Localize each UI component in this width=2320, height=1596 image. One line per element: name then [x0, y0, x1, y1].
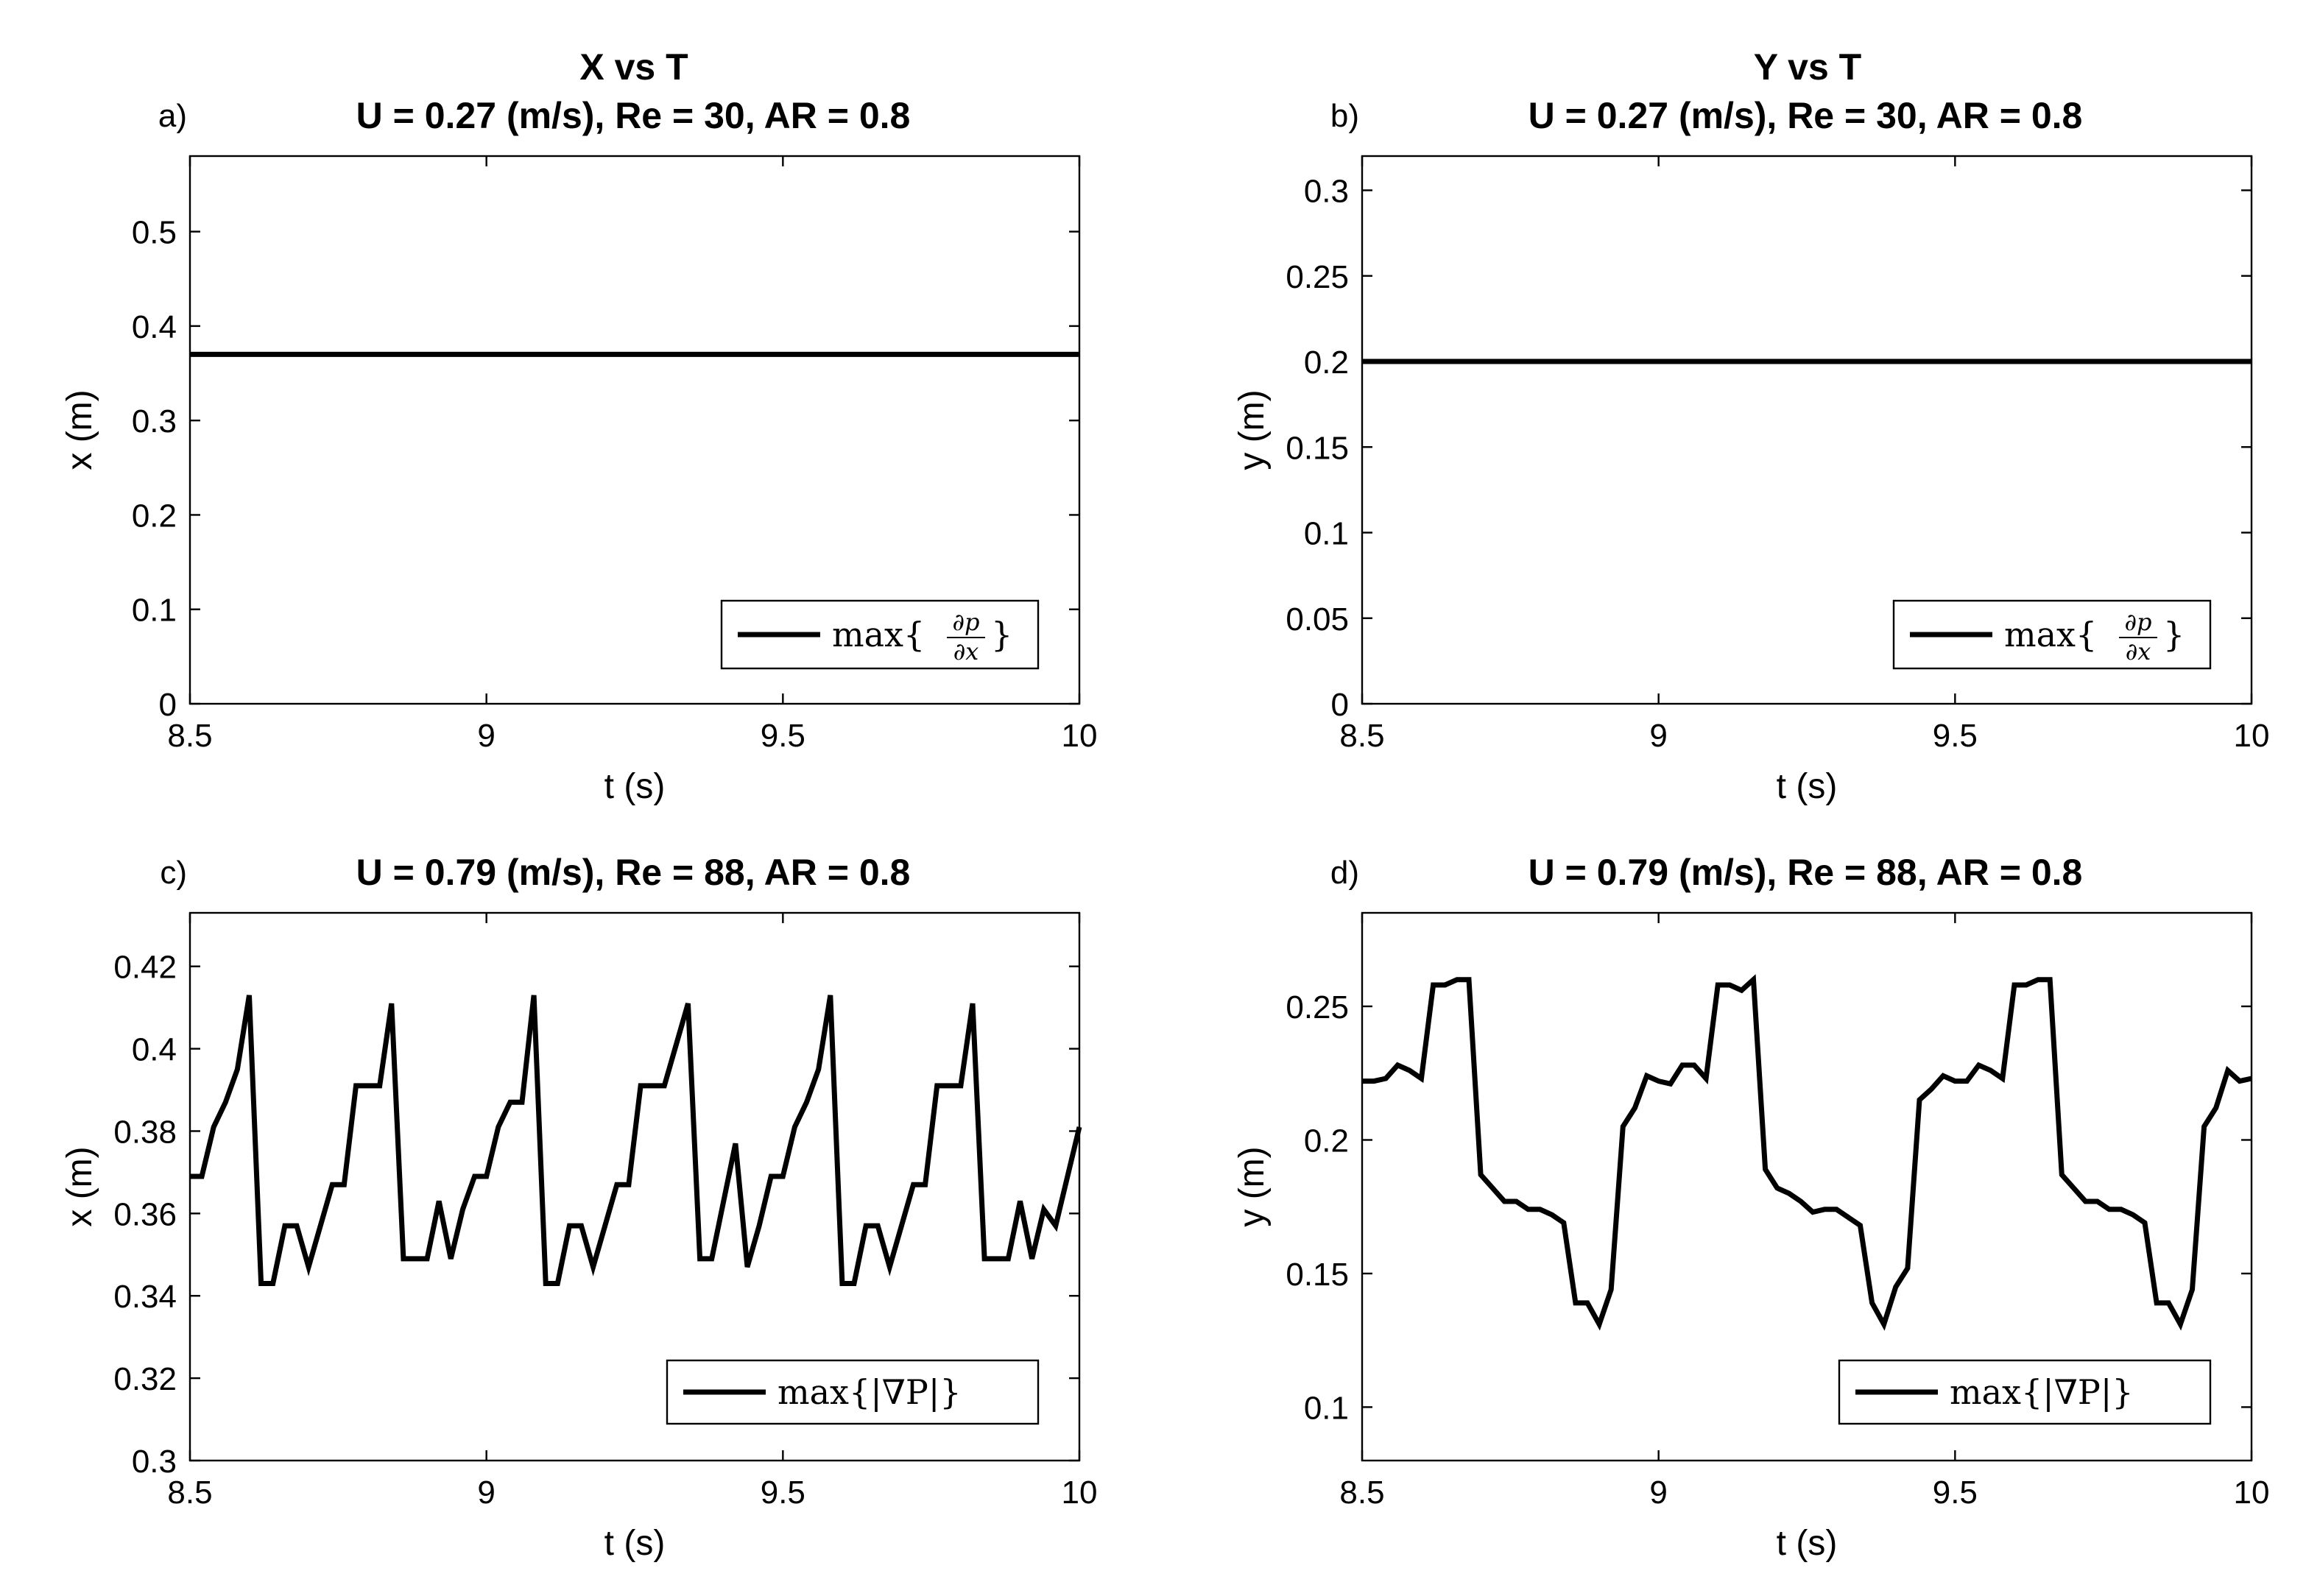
panel-0-title: U = 0.27 (m/s), Re = 30, AR = 0.8 — [356, 95, 911, 136]
panel-1-legend: max{ ∂p∂x} — [1892, 599, 2212, 670]
panel-0-x-tick-label: 9 — [477, 718, 495, 754]
panel-0-axes-box — [188, 155, 1081, 705]
panel-1-y-tick-label: 0.3 — [1304, 174, 1349, 210]
panel-2-axes-box — [188, 911, 1081, 1462]
panel-0-x-axis-label: t (s) — [604, 767, 666, 806]
panel-3-y-tick-label: 0.15 — [1286, 1257, 1349, 1293]
panel-0-x-tick-label: 10 — [1062, 718, 1098, 754]
panel-0-legend: max{ ∂p∂x} — [720, 599, 1040, 670]
panel-0-y-tick-label: 0.4 — [132, 309, 177, 345]
panel-0-y-tick-label: 0.5 — [132, 215, 177, 251]
panel-2-title: U = 0.79 (m/s), Re = 88, AR = 0.8 — [356, 852, 911, 893]
panel-3-y-tick-label: 0.1 — [1304, 1390, 1349, 1426]
panel-0-y-tick-label: 0.1 — [132, 593, 177, 629]
panel-3-x-tick-label: 10 — [2234, 1475, 2270, 1511]
panel-2-legend-label: max{|∇P|} — [778, 1372, 962, 1412]
panel-1-letter: b) — [1330, 98, 1359, 134]
column-title-y-vs-t: Y vs T — [1754, 46, 1861, 88]
panel-2-x-tick-label: 10 — [1062, 1475, 1098, 1511]
panel-0-legend-suffix: } — [991, 615, 1012, 654]
panel-2-letter: c) — [160, 855, 187, 891]
panel-2-series-line — [190, 995, 1082, 1286]
panel-1-axes-box — [1361, 155, 2253, 705]
column-title-x-vs-t: X vs T — [579, 46, 688, 88]
panel-0-x-tick-label: 8.5 — [167, 718, 212, 754]
panel-1-legend-suffix: } — [2163, 615, 2185, 654]
panel-1-x-axis-label: t (s) — [1777, 767, 1838, 806]
panel-3-axes-box — [1361, 911, 2253, 1462]
panel-1-legend-denominator: ∂x — [2126, 638, 2151, 665]
panel-0-y-tick-label: 0 — [159, 687, 177, 723]
panel-0-legend-label: max{ — [832, 615, 925, 654]
chart-panel-d: 8.5 9 9.5 10 0.1 0.15 0.2 0.25 t (s) y (m) U = 0.7… — [1233, 852, 2269, 1563]
panel-2-x-tick-label: 9 — [477, 1475, 495, 1511]
panel-3-x-tick-label: 9.5 — [1933, 1475, 1978, 1511]
panel-2-y-tick-label: 0.3 — [132, 1444, 177, 1480]
panel-1-y-tick-label: 0 — [1331, 687, 1349, 723]
chart-panel-a: 8.5 9 9.5 10 0 0.1 0.2 0.3 0.4 0.5 t (s) x (m) U = 0… — [60, 95, 1097, 806]
panel-0-legend-denominator: ∂x — [953, 638, 979, 665]
panel-2-legend: max{|∇P|} — [666, 1359, 1040, 1425]
panel-1-x-tick-label: 9 — [1649, 718, 1667, 754]
panel-1-y-tick-label: 0.25 — [1286, 259, 1349, 295]
panel-2-y-tick-label: 0.42 — [113, 950, 177, 986]
panel-3-legend-label: max{|∇P|} — [1950, 1372, 2134, 1412]
panel-0-legend-numerator: ∂p — [952, 608, 979, 636]
panel-2-x-tick-label: 9.5 — [761, 1475, 805, 1511]
panel-2-y-axis-label: x (m) — [60, 1146, 99, 1226]
panel-3-x-tick-label: 8.5 — [1339, 1475, 1384, 1511]
panel-3-y-axis-label: y (m) — [1233, 1146, 1272, 1226]
panel-1-legend-label: max{ — [2004, 615, 2097, 654]
chart-panel-c: 8.5 9 9.5 10 0.3 0.32 0.34 0.36 0.38 0.4 0.42 t (s)… — [60, 852, 1097, 1563]
panel-2-y-tick-label: 0.34 — [113, 1279, 177, 1315]
panel-2-y-tick-label: 0.32 — [113, 1361, 177, 1397]
chart-panel-b: 8.5 9 9.5 10 0 0.05 0.1 0.15 0.2 0.25 0.3 t (s) y (m… — [1233, 95, 2269, 806]
panel-3-x-axis-label: t (s) — [1777, 1524, 1838, 1563]
panel-1-x-tick-label: 10 — [2234, 718, 2270, 754]
panel-0-y-tick-label: 0.2 — [132, 498, 177, 534]
panel-3-y-tick-label: 0.25 — [1286, 989, 1349, 1025]
panel-0-y-axis-label: x (m) — [60, 389, 99, 470]
panel-3-legend: max{|∇P|} — [1838, 1359, 2212, 1425]
panel-1-y-tick-label: 0.1 — [1304, 516, 1349, 552]
panel-3-y-tick-label: 0.2 — [1304, 1123, 1349, 1159]
panel-1-x-tick-label: 9.5 — [1933, 718, 1978, 754]
panel-3-letter: d) — [1330, 855, 1359, 891]
panel-1-x-tick-label: 8.5 — [1339, 718, 1384, 754]
panel-2-x-axis-label: t (s) — [604, 1524, 666, 1563]
panel-1-y-tick-label: 0.2 — [1304, 345, 1349, 381]
panel-2-y-tick-label: 0.4 — [132, 1032, 177, 1068]
panel-0-y-tick-label: 0.3 — [132, 403, 177, 439]
panel-1-y-tick-label: 0.05 — [1286, 601, 1349, 638]
panel-3-series-line — [1362, 974, 2252, 1331]
panel-1-y-axis-label: y (m) — [1233, 389, 1272, 470]
panel-3-title: U = 0.79 (m/s), Re = 88, AR = 0.8 — [1529, 852, 2083, 893]
panel-2-y-tick-label: 0.36 — [113, 1196, 177, 1232]
panel-2-x-tick-label: 8.5 — [167, 1475, 212, 1511]
panel-1-legend-numerator: ∂p — [2124, 608, 2151, 636]
panel-2-y-tick-label: 0.38 — [113, 1114, 177, 1150]
panel-1-y-tick-label: 0.15 — [1286, 430, 1349, 466]
panel-0-letter: a) — [158, 98, 187, 134]
panel-3-x-tick-label: 9 — [1649, 1475, 1667, 1511]
panel-1-title: U = 0.27 (m/s), Re = 30, AR = 0.8 — [1529, 95, 2083, 136]
panel-0-x-tick-label: 9.5 — [761, 718, 805, 754]
